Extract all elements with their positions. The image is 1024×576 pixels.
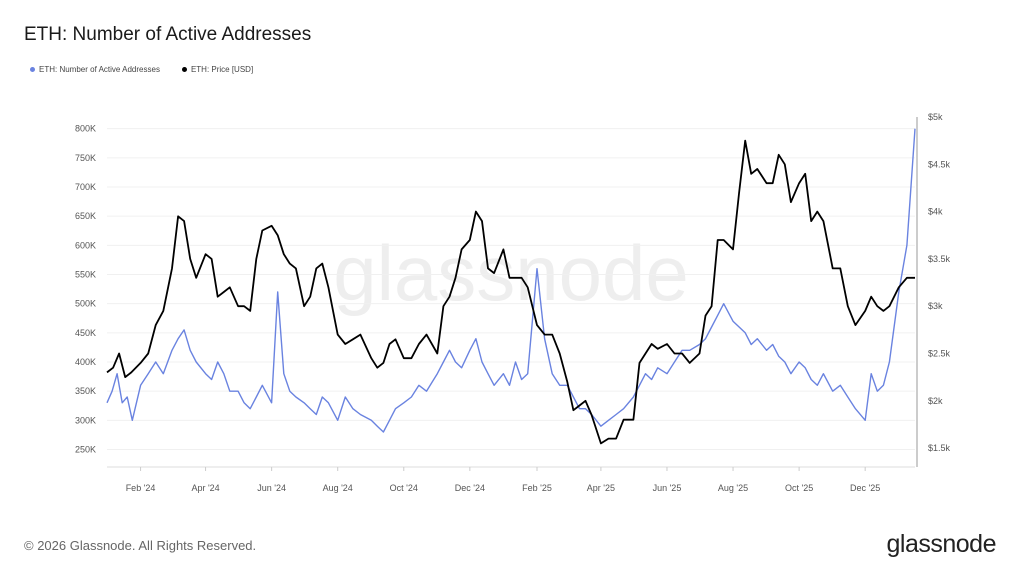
- x-tick-label: Aug '25: [718, 483, 748, 493]
- legend-item-price[interactable]: ETH: Price [USD]: [181, 65, 254, 74]
- x-tick-label: Apr '25: [587, 483, 615, 493]
- x-tick-label: Jun '25: [653, 483, 682, 493]
- x-tick-label: Dec '25: [850, 483, 880, 493]
- right-tick-label: $4k: [928, 207, 943, 217]
- legend-label: ETH: Number of Active Addresses: [39, 65, 160, 74]
- legend-dot-icon: [30, 67, 35, 73]
- left-tick-label: 700K: [75, 182, 96, 192]
- x-tick-label: Dec '24: [455, 483, 485, 493]
- left-tick-label: 800K: [75, 124, 96, 134]
- x-tick-label: Oct '25: [785, 483, 813, 493]
- left-tick-label: 450K: [75, 328, 96, 338]
- left-tick-label: 550K: [75, 270, 96, 280]
- copyright: © 2026 Glassnode. All Rights Reserved.: [24, 538, 257, 553]
- x-tick-label: Feb '25: [522, 483, 552, 493]
- x-tick-label: Feb '24: [126, 483, 156, 493]
- legend-dot-icon: [181, 67, 187, 73]
- x-tick-label: Apr '24: [191, 483, 219, 493]
- series-line-price: [106, 139, 915, 445]
- brand-logo: glassnode: [886, 530, 997, 558]
- series-line-active-addresses: [106, 128, 916, 433]
- legend: ETH: Number of Active Addresses ETH: Pri…: [30, 65, 253, 74]
- chart-title: ETH: Number of Active Addresses: [24, 24, 312, 45]
- left-tick-label: 500K: [75, 299, 96, 309]
- right-tick-label: $2k: [928, 396, 943, 406]
- legend-label: ETH: Price [USD]: [190, 65, 254, 74]
- legend-item-addresses[interactable]: ETH: Number of Active Addresses: [30, 65, 160, 74]
- right-tick-label: $1.5k: [928, 443, 951, 453]
- left-tick-label: 300K: [75, 415, 96, 425]
- right-tick-label: $4.5k: [928, 159, 951, 169]
- x-tick-label: Jun '24: [257, 483, 286, 493]
- right-tick-label: $3k: [928, 301, 943, 311]
- left-tick-label: 250K: [75, 445, 96, 455]
- left-tick-label: 650K: [75, 211, 96, 221]
- right-tick-label: $5k: [928, 112, 943, 122]
- right-tick-label: $2.5k: [928, 348, 951, 358]
- x-tick-label: Oct '24: [390, 483, 418, 493]
- watermark: glassnode: [333, 229, 689, 317]
- left-tick-label: 400K: [75, 357, 96, 367]
- x-tick-label: Aug '24: [323, 483, 353, 493]
- right-tick-label: $3.5k: [928, 254, 951, 264]
- left-tick-label: 600K: [75, 240, 96, 250]
- left-tick-label: 750K: [75, 153, 96, 163]
- left-tick-label: 350K: [75, 386, 96, 396]
